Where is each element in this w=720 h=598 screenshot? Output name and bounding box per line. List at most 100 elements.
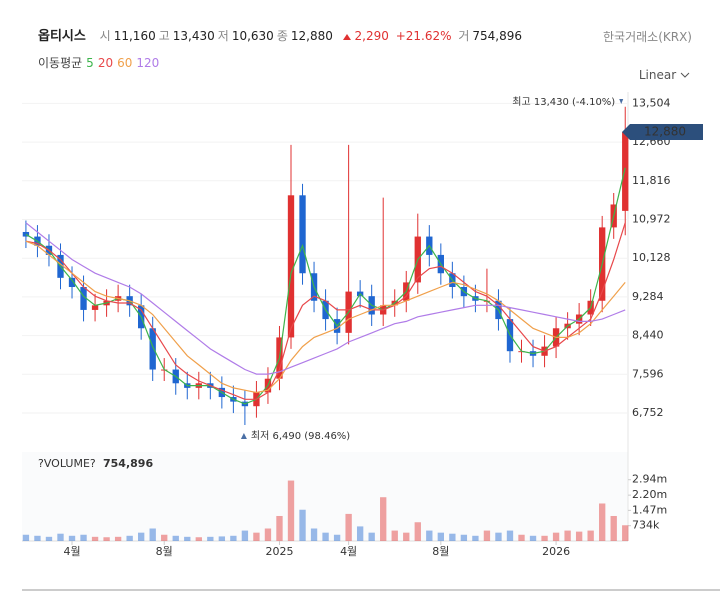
volume-tick-label: 1.47m bbox=[632, 503, 667, 516]
ma-legend-item: 20 bbox=[97, 56, 114, 70]
volume-bar bbox=[575, 531, 583, 541]
volume-title: ?VOLUME? bbox=[38, 457, 96, 470]
low-annotation: 최저 6,490 (98.46%) bbox=[251, 430, 350, 442]
volume-bar bbox=[149, 528, 156, 541]
quote-value: 12,880 bbox=[290, 29, 333, 43]
volume-bar bbox=[552, 532, 560, 541]
volume-tick-label: 2.94m bbox=[632, 473, 667, 486]
scale-mode[interactable]: Linear bbox=[638, 68, 677, 82]
volume-bar bbox=[437, 532, 444, 541]
volume-bar bbox=[333, 534, 341, 541]
quote-header: 옵티시스 시 11,160 고 13,430 저 10,630 종 12,880 2,290 … bbox=[38, 25, 525, 44]
candle-body bbox=[299, 195, 306, 274]
volume-bar bbox=[299, 509, 306, 541]
ma-line bbox=[25, 167, 626, 405]
volume-bar bbox=[495, 532, 502, 541]
ma-legend-item: 60 bbox=[117, 56, 133, 70]
volume-bar bbox=[80, 534, 87, 541]
volume-bar bbox=[114, 536, 122, 541]
volume-bar bbox=[264, 528, 272, 541]
ma-line bbox=[25, 222, 626, 400]
volume-bar bbox=[207, 536, 214, 541]
volume-tick-label: 734k bbox=[632, 519, 660, 532]
candle-body bbox=[68, 277, 76, 288]
quote-value: 13,430 bbox=[172, 29, 215, 43]
quote-value: 11,160 bbox=[113, 29, 156, 43]
quote-value: 10,630 bbox=[231, 29, 274, 43]
high-arrow bbox=[619, 99, 624, 104]
volume-bar bbox=[622, 525, 629, 541]
up-arrow bbox=[342, 33, 351, 40]
volume-bar bbox=[483, 530, 491, 541]
y-tick-label: 10,128 bbox=[632, 251, 671, 264]
volume-bar bbox=[449, 533, 456, 541]
x-tick-label: 4월 bbox=[63, 545, 80, 558]
scale-toggle[interactable]: Linear bbox=[639, 68, 690, 82]
volume-current: 754,896 bbox=[103, 457, 153, 470]
volume-bar bbox=[472, 535, 479, 541]
volume-bar bbox=[230, 535, 237, 541]
volume-pane bbox=[22, 452, 628, 541]
high-annotation: 최고 13,430 (-4.10%) bbox=[512, 96, 615, 108]
volume-tick-label: 2.20m bbox=[632, 488, 667, 501]
change-pct: +21.62% bbox=[395, 29, 452, 43]
volume-bar bbox=[218, 536, 226, 541]
quote-label: 고 bbox=[158, 29, 170, 43]
x-tick-label: 8월 bbox=[432, 545, 449, 558]
x-tick-label: 2025 bbox=[265, 545, 293, 558]
volume-bar bbox=[564, 530, 571, 541]
volume-bar bbox=[529, 535, 537, 541]
volume-bar bbox=[345, 513, 352, 541]
quote-list: 시 11,160 고 13,430 저 10,630 종 12,880 bbox=[100, 29, 336, 43]
volume-bar bbox=[380, 497, 387, 541]
volume-bar bbox=[195, 537, 202, 541]
volume-bar bbox=[57, 533, 64, 541]
ma-line bbox=[25, 240, 626, 394]
volume-bar bbox=[34, 535, 41, 541]
volume-bar bbox=[310, 528, 318, 541]
ma-title: 이동평균 bbox=[38, 56, 83, 70]
volume-bar bbox=[518, 534, 525, 541]
volume-bar bbox=[414, 522, 421, 541]
volume-bar bbox=[403, 532, 410, 541]
y-tick-label: 8,440 bbox=[632, 329, 664, 342]
quote-label: 시 bbox=[99, 29, 111, 43]
y-tick-label: 6,752 bbox=[632, 406, 664, 419]
candle-body bbox=[91, 305, 99, 310]
ma-legend-item: 5 bbox=[86, 56, 94, 70]
price-badge-label: 12,880 bbox=[644, 125, 686, 139]
volume-bar bbox=[22, 534, 30, 541]
volume-bar bbox=[103, 537, 110, 541]
volume-bar bbox=[426, 530, 433, 541]
volume-value: 754,896 bbox=[472, 29, 523, 43]
exchange: 한국거래소(KRX) bbox=[603, 30, 692, 44]
volume-bar bbox=[45, 536, 53, 541]
chevron bbox=[680, 72, 690, 78]
volume-bar bbox=[68, 535, 76, 541]
volume-bar bbox=[161, 534, 168, 541]
quote-label: 종 bbox=[276, 29, 288, 43]
volume-bar bbox=[610, 515, 617, 541]
volume-bar bbox=[276, 515, 283, 541]
volume-bar bbox=[506, 530, 514, 541]
ma-legend-item: 120 bbox=[136, 56, 160, 70]
volume-bar bbox=[184, 536, 191, 541]
y-tick-label: 9,284 bbox=[632, 290, 664, 303]
volume-bar bbox=[368, 532, 375, 541]
candle-body bbox=[287, 195, 295, 338]
y-tick-label: 10,972 bbox=[632, 213, 671, 226]
ma-line bbox=[25, 222, 626, 375]
candle-body bbox=[80, 287, 87, 310]
change: 2,290 bbox=[354, 29, 389, 43]
quote-label: 저 bbox=[217, 29, 229, 43]
volume-bar bbox=[138, 532, 145, 541]
volume-bar bbox=[599, 503, 606, 541]
volume-bar bbox=[287, 480, 295, 541]
stock-name: 옵티시스 bbox=[38, 29, 86, 44]
x-tick-label: 2026 bbox=[542, 545, 570, 558]
volume-bar bbox=[587, 530, 594, 541]
volume-bar bbox=[172, 535, 179, 541]
candle-body bbox=[622, 132, 629, 211]
